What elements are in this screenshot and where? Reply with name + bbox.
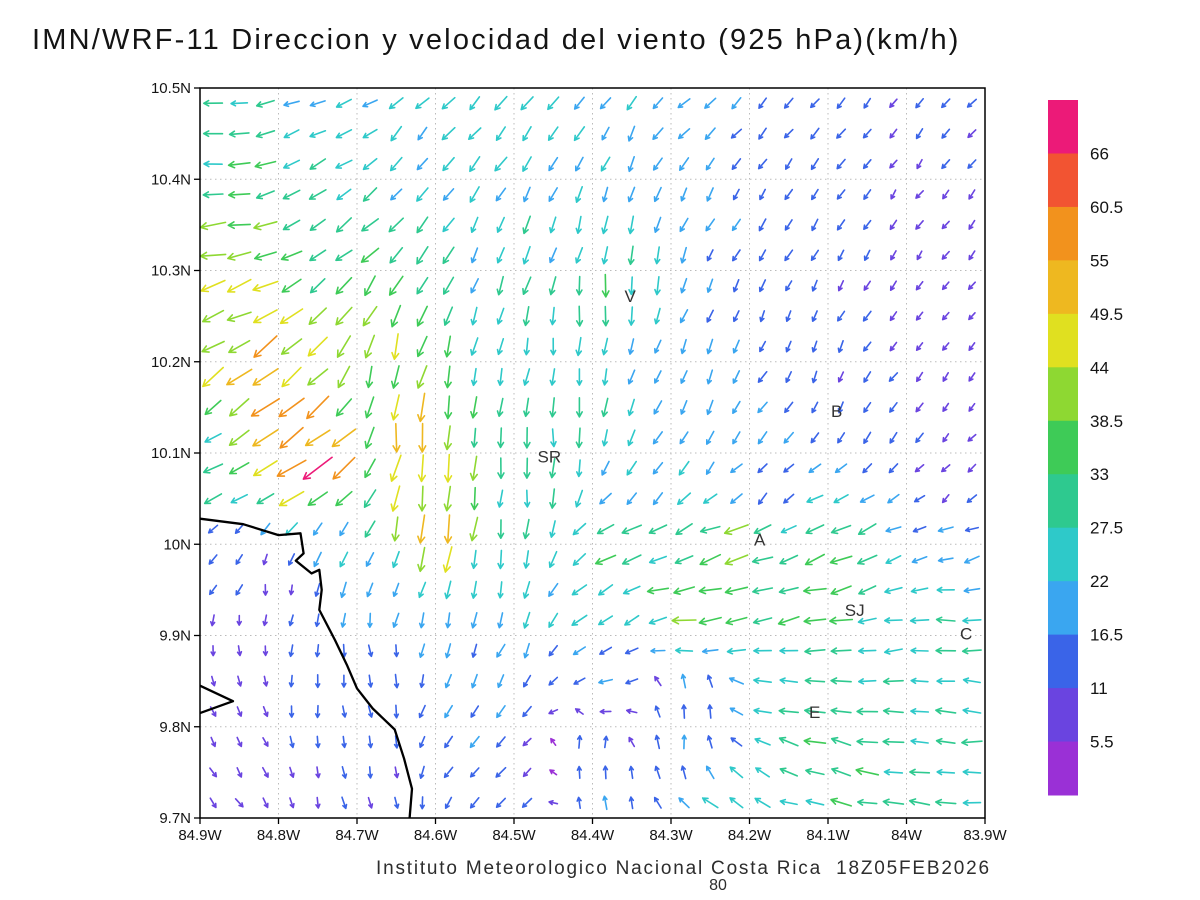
x-axis-tick-label: 84.8W: [257, 827, 301, 844]
x-axis-tick-label: 83.9W: [963, 827, 1007, 844]
wind-vectors: [199, 95, 983, 811]
y-axis-tick-label: 9.7N: [159, 810, 191, 827]
y-axis-tick-label: 9.9N: [159, 628, 191, 645]
colorbar-tick-label: 5.5: [1090, 733, 1114, 752]
colorbar-swatch: [1048, 206, 1078, 261]
colorbar-swatch: [1048, 634, 1078, 689]
colorbar-swatch: [1048, 313, 1078, 368]
x-axis-tick-label: 84.9W: [178, 827, 222, 844]
colorbar-tick-label: 60.5: [1090, 198, 1123, 217]
colorbar-tick-label: 27.5: [1090, 519, 1123, 538]
colorbar-tick-label: 38.5: [1090, 412, 1123, 431]
colorbar-swatch: [1048, 100, 1078, 154]
x-axis-tick-label: 84.3W: [649, 827, 693, 844]
colorbar-swatch: [1048, 741, 1078, 796]
colorbar-tick-label: 44: [1090, 358, 1109, 377]
x-axis-tick-label: 84.6W: [414, 827, 458, 844]
y-axis-tick-label: 10N: [163, 536, 191, 553]
chart-title: IMN/WRF-11 Direccion y velocidad del vie…: [32, 24, 961, 56]
page-number: 80: [709, 877, 727, 894]
x-axis-tick-label: 84.4W: [571, 827, 615, 844]
x-axis-tick-label: 84W: [891, 827, 923, 844]
station-label-e: E: [809, 703, 820, 722]
station-label-b: B: [831, 402, 842, 421]
colorbar: 66 60.5 55 49.5 44 38.5 33 27.5 22 16.5 11 5.5: [1048, 100, 1123, 796]
colorbar-tick-label: 66: [1090, 144, 1109, 163]
y-axis-tick-label: 10.1N: [151, 445, 191, 462]
y-axis-tick-label: 10.3N: [151, 263, 191, 280]
colorbar-swatch: [1048, 688, 1078, 743]
colorbar-swatch: [1048, 420, 1078, 475]
station-labels: V B SR A SJ C E: [538, 287, 973, 722]
colorbar-swatch: [1048, 474, 1078, 529]
y-axis-tick-label: 10.5N: [151, 80, 191, 97]
colorbar-tick-label: 49.5: [1090, 305, 1123, 324]
x-axis-tick-label: 84.1W: [806, 827, 850, 844]
station-label-c: C: [960, 625, 972, 644]
colorbar-swatch: [1048, 260, 1078, 315]
colorbar-swatch: [1048, 527, 1078, 582]
colorbar-swatch: [1048, 153, 1078, 208]
station-label-sr: SR: [538, 448, 562, 467]
x-axis-tick-label: 84.2W: [728, 827, 772, 844]
colorbar-tick-label: 22: [1090, 572, 1109, 591]
station-label-v: V: [625, 287, 637, 306]
y-axis-tick-label: 9.8N: [159, 719, 191, 736]
x-axis-tick-label: 84.5W: [492, 827, 536, 844]
colorbar-tick-label: 11: [1090, 679, 1108, 698]
station-label-sj: SJ: [845, 601, 865, 620]
y-axis-tick-label: 10.4N: [151, 171, 191, 188]
colorbar-swatch: [1048, 581, 1078, 636]
colorbar-swatch: [1048, 367, 1078, 422]
colorbar-tick-label: 16.5: [1090, 626, 1123, 645]
colorbar-tick-label: 55: [1090, 251, 1109, 270]
y-axis-tick-label: 10.2N: [151, 354, 191, 371]
coastline: [199, 517, 414, 819]
station-label-a: A: [754, 531, 766, 550]
footer-credit: Instituto Meteorologico Nacional Costa R…: [376, 858, 991, 879]
x-axis-tick-label: 84.7W: [335, 827, 379, 844]
axes: 84.9W 84.8W 84.7W 84.6W 84.5W 84.4W 84.3W 84.2W…: [151, 80, 1008, 844]
colorbar-tick-label: 33: [1090, 465, 1109, 484]
